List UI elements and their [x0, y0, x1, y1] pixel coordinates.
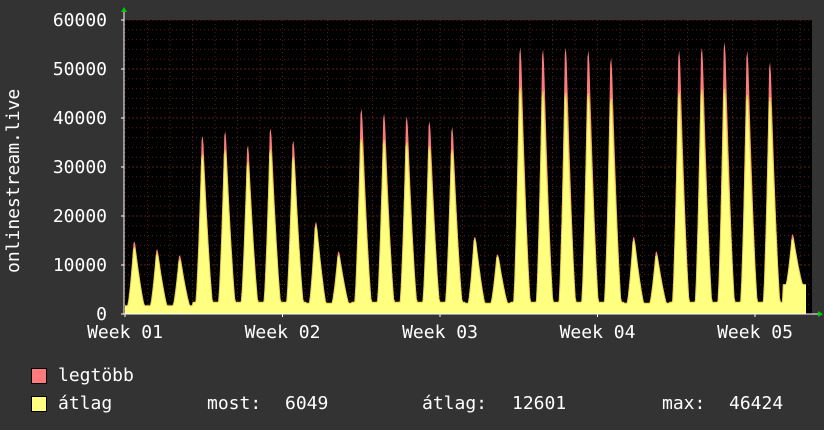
atlag-area: [125, 87, 806, 314]
x-tick-label: Week 05: [717, 322, 793, 343]
max-label: max:: [662, 393, 706, 414]
atlag-stat-value: 12601: [512, 393, 567, 414]
max-value: 46424: [729, 393, 784, 414]
y-tick-label: 50000: [53, 59, 107, 80]
x-tick-label: Week 02: [245, 322, 321, 343]
y-axis-arrow: [121, 7, 127, 12]
x-axis-arrow: [818, 311, 823, 317]
y-tick-label: 20000: [53, 206, 107, 227]
most-value: 6049: [285, 393, 329, 414]
y-tick-label: 30000: [53, 157, 107, 178]
y-tick-label: 10000: [53, 255, 107, 276]
y-tick-labels: 0 10000 20000 30000 40000 50000 60000: [53, 10, 107, 325]
atlag-stat-label: átlag:: [422, 393, 488, 414]
legend-row-atlag: átlag most: 6049 átlag: 12601 max: 46424: [31, 390, 811, 418]
legtobb-swatch: [31, 368, 47, 384]
y-axis-label: onlinestream.live: [3, 89, 24, 273]
x-tick-label: Week 01: [87, 322, 163, 343]
y-tick-label: 60000: [53, 10, 107, 31]
legend-row-legtobb: legtöbb: [31, 362, 811, 390]
axes: [121, 7, 823, 317]
legend: legtöbb átlag most: 6049 átlag: 12601 ma…: [31, 362, 811, 418]
atlag-label: átlag: [58, 393, 113, 414]
x-tick-label: Week 03: [402, 322, 478, 343]
atlag-line: [125, 87, 806, 307]
most-label: most:: [207, 393, 262, 414]
x-tick-labels: Week 01 Week 02 Week 03 Week 04 Week 05: [87, 322, 793, 343]
legtobb-label: legtöbb: [58, 365, 134, 386]
y-tick-label: 0: [96, 304, 107, 325]
x-tick-label: Week 04: [560, 322, 636, 343]
atlag-swatch: [31, 396, 47, 412]
y-tick-label: 40000: [53, 108, 107, 129]
grid: [124, 19, 812, 315]
